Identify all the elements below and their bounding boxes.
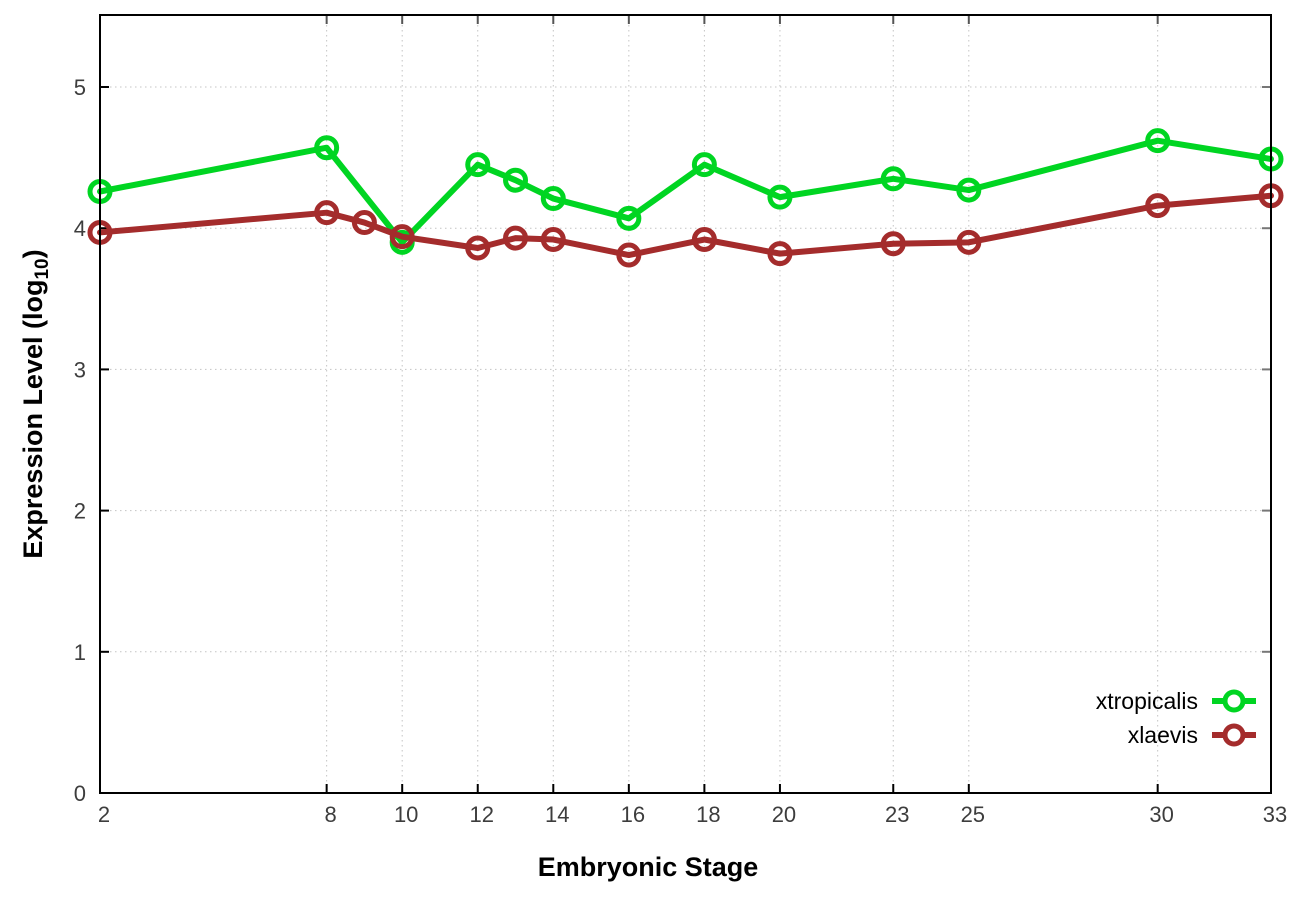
legend-label-xlaevis: xlaevis (1127, 721, 1198, 748)
y-axis-title-text: Expression Level (log (18, 279, 48, 559)
legend-marker-xlaevis-icon (1212, 723, 1256, 747)
data-point-xlaevis (691, 227, 717, 253)
y-tick-label: 5 (74, 75, 86, 100)
data-point-xtropicalis (616, 205, 642, 231)
data-point-xlaevis (314, 200, 340, 226)
x-tick-label: 23 (885, 802, 909, 827)
y-axis-title-subscript: 10 (32, 258, 53, 280)
series-line-xtropicalis (97, 137, 1274, 246)
data-point-xlaevis (389, 224, 415, 250)
x-tick-label: 2 (98, 802, 110, 827)
x-tick-label: 8 (325, 802, 337, 827)
legend-marker-xtropicalis-icon (1212, 689, 1256, 713)
y-tick-label: 1 (74, 640, 86, 665)
data-point-xtropicalis (880, 166, 906, 192)
x-tick-label: 30 (1149, 802, 1173, 827)
data-point-xlaevis (465, 235, 491, 261)
legend-entry-xlaevis: xlaevis (1096, 719, 1258, 751)
data-point-xlaevis (1145, 193, 1171, 219)
data-point-xtropicalis (691, 152, 717, 178)
data-point-xlaevis (540, 227, 566, 253)
x-tick-label: 18 (696, 802, 720, 827)
data-point-xtropicalis (540, 186, 566, 212)
data-point-xtropicalis (767, 184, 793, 210)
series-line-xlaevis (97, 192, 1274, 259)
y-tick-label: 0 (74, 781, 86, 806)
data-point-xtropicalis (956, 177, 982, 203)
legend: xtropicalis xlaevis (1096, 685, 1258, 751)
data-point-xlaevis (351, 210, 377, 236)
y-tick-label: 2 (74, 499, 86, 524)
x-tick-label: 20 (772, 802, 796, 827)
data-point-xtropicalis (1145, 128, 1171, 154)
x-axis-title: Embryonic Stage (537, 852, 759, 882)
data-point-xtropicalis (314, 135, 340, 161)
y-axis-title-close: ) (18, 249, 48, 259)
legend-entry-xtropicalis: xtropicalis (1096, 685, 1258, 717)
x-tick-label: 12 (469, 802, 493, 827)
data-point-xlaevis (956, 229, 982, 255)
x-tick-label: 16 (621, 802, 645, 827)
data-point-xlaevis (503, 225, 529, 251)
data-point-xlaevis (880, 231, 906, 257)
x-tick-label: 33 (1263, 802, 1287, 827)
x-tick-label: 10 (394, 802, 418, 827)
plot-border (99, 14, 1272, 794)
y-tick-label: 3 (74, 357, 86, 382)
data-point-xtropicalis (465, 152, 491, 178)
data-point-xlaevis (616, 242, 642, 268)
x-tick-label: 25 (961, 802, 985, 827)
x-tick-label: 14 (545, 802, 569, 827)
y-tick-label: 4 (74, 216, 86, 241)
legend-label-xtropicalis: xtropicalis (1095, 687, 1198, 714)
y-axis-title: Expression Level (log10) (18, 249, 54, 558)
data-point-xtropicalis (503, 167, 529, 193)
data-point-xlaevis (767, 241, 793, 267)
